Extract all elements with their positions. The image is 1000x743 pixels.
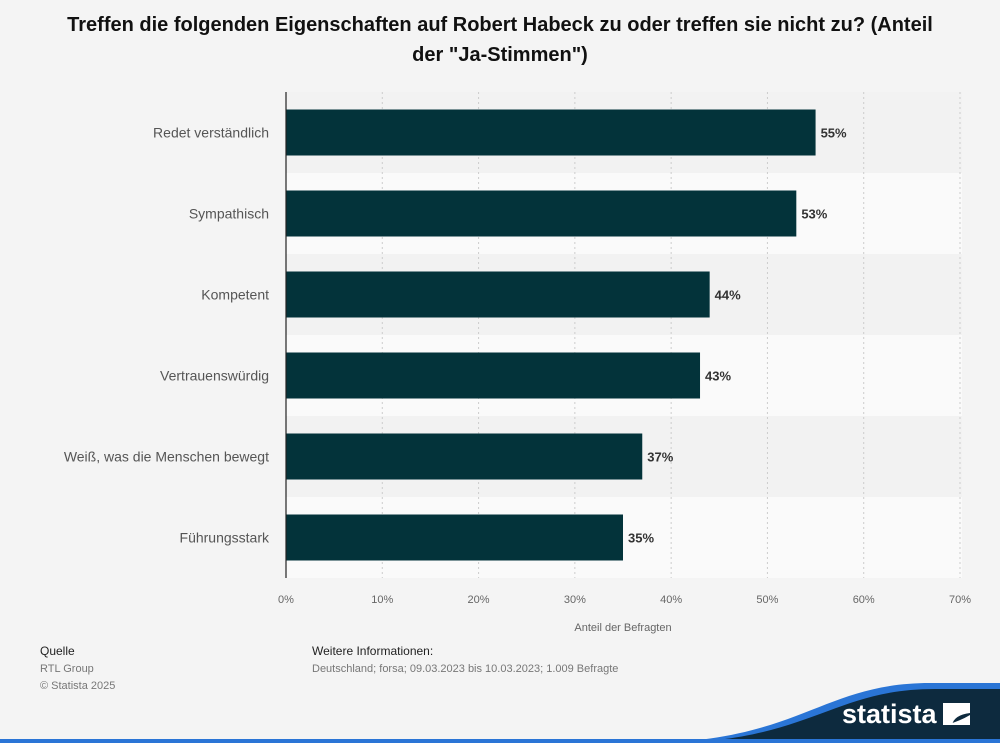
bar: [286, 433, 643, 480]
x-tick-label: 40%: [660, 594, 682, 606]
data-label: 53%: [801, 207, 827, 222]
category-label: Führungsstark: [180, 530, 270, 546]
bar: [286, 190, 797, 237]
statista-logo[interactable]: statista: [640, 675, 1000, 743]
category-label: Sympathisch: [189, 206, 269, 222]
bar: [286, 109, 816, 156]
data-label: 44%: [715, 288, 741, 303]
x-tick-label: 10%: [371, 594, 393, 606]
category-label: Kompetent: [201, 287, 269, 303]
x-tick-label: 0%: [278, 594, 294, 606]
source-heading: Quelle: [40, 644, 75, 658]
x-tick-label: 30%: [564, 594, 586, 606]
x-tick-label: 50%: [756, 594, 778, 606]
info-heading: Weitere Informationen:: [312, 644, 434, 658]
data-label: 43%: [705, 369, 731, 384]
x-tick-label: 60%: [853, 594, 875, 606]
bar: [286, 271, 710, 318]
category-label: Vertrauenswürdig: [160, 368, 269, 384]
bar: [286, 514, 623, 561]
chart-title: Treffen die folgenden Eigenschaften auf …: [67, 14, 933, 66]
category-label: Weiß, was die Menschen bewegt: [64, 449, 269, 465]
x-axis-title: Anteil der Befragten: [574, 622, 671, 634]
bar: [286, 352, 701, 399]
info-text: Deutschland; forsa; 09.03.2023 bis 10.03…: [312, 663, 619, 675]
source-text[interactable]: RTL Group: [40, 663, 94, 675]
logo-text: statista: [842, 699, 938, 729]
source-block: Quelle RTL Group © Statista 2025: [40, 643, 115, 695]
info-block: Weitere Informationen: Deutschland; fors…: [312, 643, 618, 678]
copyright: © Statista 2025: [40, 680, 116, 692]
data-label: 55%: [821, 126, 847, 141]
data-label: 37%: [647, 450, 673, 465]
x-tick-label: 70%: [949, 594, 971, 606]
logo-mark-icon: [943, 703, 970, 725]
data-label: 35%: [628, 531, 654, 546]
x-tick-label: 20%: [468, 594, 490, 606]
category-label: Redet verständlich: [153, 125, 269, 141]
bottom-bar: [0, 739, 700, 743]
